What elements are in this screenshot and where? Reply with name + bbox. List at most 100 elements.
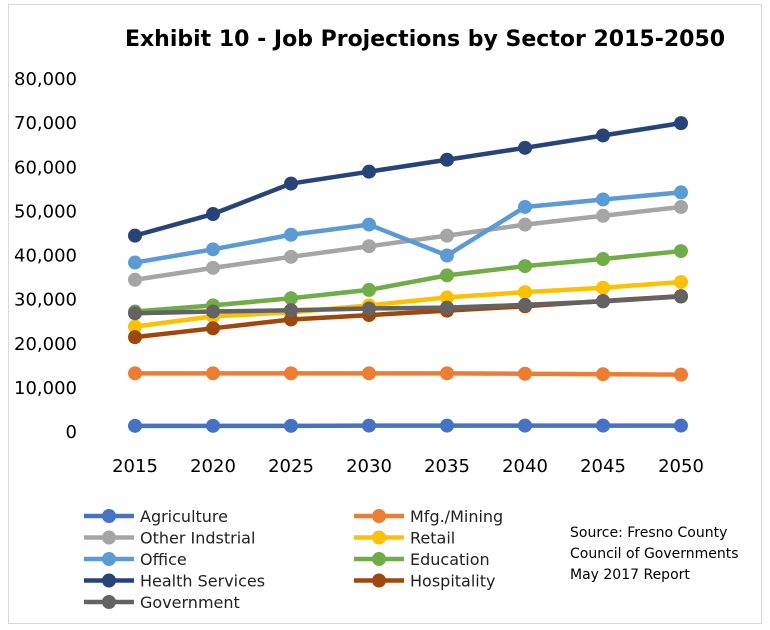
legend-label: Education: [410, 550, 490, 569]
series-line: [132, 371, 684, 377]
y-tick-label: 50,000: [14, 201, 77, 222]
data-point: [674, 418, 688, 433]
series-line: [132, 294, 684, 316]
legend-item: Government: [84, 593, 240, 612]
legend-label: Hospitality: [410, 572, 495, 591]
data-point: [440, 228, 454, 243]
data-point: [518, 285, 532, 300]
series-government: [128, 289, 688, 321]
y-tick-label: 60,000: [14, 157, 77, 178]
data-point: [206, 304, 220, 319]
legend-swatch-marker: [102, 573, 116, 588]
data-point: [518, 199, 532, 214]
data-point: [596, 280, 610, 295]
data-point: [440, 418, 454, 433]
data-point: [206, 321, 220, 336]
data-point: [128, 330, 142, 345]
data-point: [128, 319, 142, 334]
legend: Agriculture Mfg./Mining Other Indstrial Ret…: [84, 507, 503, 612]
data-point: [362, 301, 376, 316]
legend-swatch-marker: [372, 509, 386, 523]
legend-label: Office: [140, 550, 187, 569]
series-line: [132, 279, 684, 329]
source-annotation: Source: Fresno County Council of Governme…: [570, 525, 739, 583]
data-point: [596, 367, 610, 382]
data-point: [128, 366, 142, 381]
data-point: [518, 259, 532, 274]
legend-item: Hospitality: [354, 572, 495, 591]
data-point: [206, 260, 220, 275]
y-tick-label: 0: [66, 422, 77, 443]
data-point: [128, 228, 142, 243]
x-tick-label: 2050: [658, 456, 704, 477]
legend-label: Other Indstrial: [140, 529, 255, 548]
data-point: [674, 244, 688, 259]
data-point: [596, 192, 610, 207]
data-point: [206, 366, 220, 381]
data-point: [518, 366, 532, 381]
series-mfg-mining: [128, 366, 688, 382]
data-point: [674, 185, 688, 200]
data-point: [284, 249, 298, 264]
legend-item: Other Indstrial: [84, 529, 255, 548]
y-tick-label: 70,000: [14, 113, 77, 134]
x-tick-label: 2035: [424, 456, 470, 477]
x-tick-label: 2045: [580, 456, 626, 477]
legend-swatch-marker: [102, 509, 116, 523]
data-point: [284, 227, 298, 242]
data-point: [674, 274, 688, 289]
data-point: [674, 116, 688, 131]
data-point: [128, 255, 142, 270]
legend-item: Retail: [354, 529, 455, 548]
x-tick-label: 2020: [190, 456, 236, 477]
data-point: [440, 366, 454, 381]
data-point: [440, 268, 454, 283]
data-point: [128, 272, 142, 287]
data-point: [284, 176, 298, 191]
data-point: [362, 282, 376, 297]
legend-item: Mfg./Mining: [354, 507, 503, 526]
data-point: [362, 239, 376, 254]
y-tick-label: 20,000: [14, 334, 77, 355]
data-point: [362, 366, 376, 381]
data-point: [440, 290, 454, 305]
legend-item: Health Services: [84, 572, 265, 591]
data-point: [596, 128, 610, 143]
legend-swatch-marker: [372, 552, 386, 566]
data-point: [440, 248, 454, 263]
data-point: [206, 418, 220, 433]
data-point: [518, 217, 532, 232]
data-point: [362, 217, 376, 232]
legend-swatch-marker: [102, 530, 116, 545]
data-point: [206, 207, 220, 222]
data-point: [128, 306, 142, 321]
data-point: [362, 418, 376, 433]
legend-item: Education: [354, 550, 490, 569]
data-point: [518, 418, 532, 433]
data-point: [284, 303, 298, 318]
y-tick-label: 80,000: [14, 69, 77, 90]
legend-label: Government: [140, 593, 240, 612]
data-point: [440, 152, 454, 167]
legend-swatch-marker: [372, 573, 386, 588]
legend-item: Agriculture: [84, 507, 228, 526]
chart-title: Exhibit 10 - Job Projections by Sector 2…: [125, 27, 725, 52]
data-point: [362, 164, 376, 179]
data-point: [518, 140, 532, 155]
data-point: [518, 297, 532, 312]
x-tick-label: 2040: [502, 456, 548, 477]
data-point: [206, 242, 220, 257]
y-tick-label: 40,000: [14, 246, 77, 267]
series-layer: [128, 116, 688, 433]
data-point: [284, 366, 298, 381]
data-point: [128, 418, 142, 433]
x-tick-label: 2015: [112, 456, 158, 477]
data-point: [674, 289, 688, 304]
data-point: [284, 291, 298, 306]
legend-label: Agriculture: [140, 507, 228, 526]
source-line: May 2017 Report: [570, 567, 690, 583]
x-axis-tick-labels: 2015 2020 2025 2030 2035 2040 2045 2050: [112, 456, 704, 477]
legend-item: Office: [84, 550, 187, 569]
series-line: [132, 248, 684, 314]
